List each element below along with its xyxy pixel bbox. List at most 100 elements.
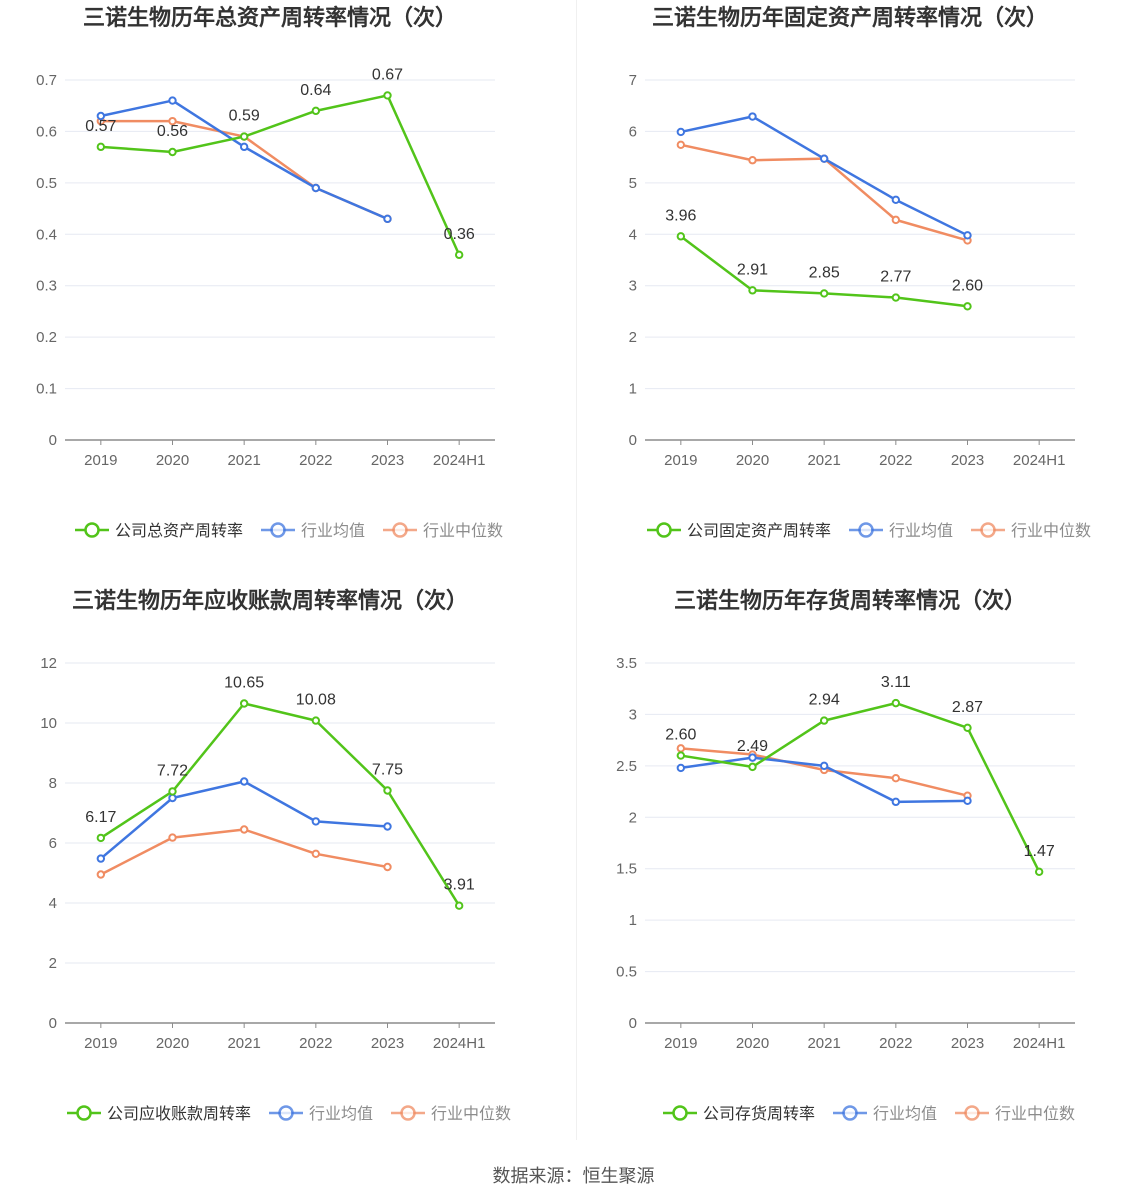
x-tick-label: 2020 [156, 1035, 189, 1052]
y-tick-label: 1.5 [616, 861, 637, 878]
data-label: 2.85 [809, 264, 840, 281]
y-tick-label: 6 [629, 123, 637, 140]
data-point-company [168, 787, 177, 796]
data-label: 0.64 [300, 82, 331, 99]
data-point-avg [239, 142, 249, 152]
data-label: 6.17 [85, 809, 116, 826]
data-point-company [168, 147, 177, 157]
data-point-median [168, 116, 177, 126]
data-point-avg [168, 793, 177, 803]
series-line-company [100, 94, 461, 256]
data-point-avg [168, 96, 177, 105]
data-point-company [963, 302, 972, 311]
chart-inventory-turnover-svg: 三诺生物历年存货周转率情况（次） 0 0.5 1 1.5 2 2.5 3 3.5 2019 2020… [616, 588, 1075, 1123]
y-tick-label: 12 [40, 655, 57, 672]
data-point-avg [891, 797, 901, 807]
data-point-median [676, 744, 686, 753]
chart-fixed-asset-turnover-svg: 三诺生物历年固定资产周转率情况（次） 0 1 2 3 4 5 6 7 2019 2020 2021 20… [629, 5, 1091, 540]
data-label: 2.87 [952, 699, 983, 716]
legend-label-median: 行业中位数 [1011, 522, 1091, 540]
y-tick-label: 0 [49, 1015, 57, 1032]
legend-marker-company [84, 522, 100, 538]
data-point-median [891, 774, 901, 783]
chart-title: 三诺生物历年总资产周转率情况（次） [83, 5, 457, 30]
data-point-company [454, 250, 464, 260]
x-tick-label: 2020 [736, 452, 769, 469]
y-tick-label: 8 [49, 775, 57, 792]
chart-total-asset-turnover-svg: 三诺生物历年总资产周转率情况（次） 0 0.1 0.2 0.3 0.4 0.5 0.6 0.7 2… [36, 5, 503, 540]
legend-label-avg: 行业均值 [873, 1105, 937, 1123]
data-label: 0.57 [85, 118, 116, 135]
data-point-company [239, 132, 249, 141]
data-point-company [239, 699, 249, 708]
series-line-company [100, 702, 461, 907]
legend-marker-median [392, 522, 408, 538]
legend-label-company: 公司总资产周转率 [115, 522, 243, 540]
data-point-company [963, 723, 972, 733]
x-tick-label: 2022 [299, 1035, 332, 1052]
series-line-company [680, 701, 1041, 873]
data-label: 3.11 [881, 674, 911, 691]
x-tick-label: 2024H1 [1013, 452, 1066, 469]
data-point-avg [311, 817, 321, 826]
data-point-company [891, 698, 901, 708]
data-label: 0.59 [229, 108, 260, 125]
x-tick-label: 2019 [664, 452, 697, 469]
legend-label-median: 行业中位数 [995, 1105, 1075, 1123]
chart-title: 三诺生物历年固定资产周转率情况（次） [652, 5, 1048, 30]
data-point-company [748, 762, 757, 772]
data-point-avg [383, 214, 392, 224]
data-point-company [676, 751, 686, 760]
series-line-median [100, 828, 388, 876]
legend-label-avg: 行业均值 [301, 522, 365, 540]
data-point-avg [676, 763, 686, 773]
legend-marker-avg [270, 522, 286, 538]
data-point-avg [748, 753, 757, 762]
y-tick-label: 0.6 [36, 123, 57, 140]
chart-receivables-turnover-svg: 三诺生物历年应收账款周转率情况（次） 0 2 4 6 8 10 12 2019 2020 2021 2… [40, 588, 511, 1123]
data-point-avg [311, 183, 321, 193]
data-point-company [454, 901, 464, 910]
y-tick-label: 0 [629, 1015, 637, 1032]
x-tick-label: 2023 [951, 452, 984, 469]
data-point-company [748, 286, 757, 295]
data-point-company [383, 786, 392, 795]
chart-receivables-turnover: 三诺生物历年应收账款周转率情况（次） 0 2 4 6 8 10 12 2019 2020 2021 2… [10, 583, 570, 1143]
legend-marker-median [964, 1105, 980, 1121]
y-tick-label: 3 [629, 706, 637, 723]
data-point-avg [96, 854, 106, 863]
legend-label-median: 行业中位数 [431, 1105, 511, 1123]
legend-marker-avg [858, 522, 874, 538]
x-tick-label: 2020 [156, 452, 189, 469]
data-label: 10.08 [296, 692, 336, 709]
data-label: 2.49 [737, 738, 768, 755]
legend-marker-company [76, 1105, 92, 1121]
y-tick-label: 2 [49, 955, 57, 972]
data-point-company [383, 91, 392, 100]
x-tick-label: 2024H1 [1013, 1035, 1066, 1052]
legend-label-company: 公司应收账款周转率 [107, 1104, 251, 1123]
data-point-company [891, 293, 901, 302]
legend-label-company: 公司存货周转率 [703, 1105, 815, 1123]
x-tick-label: 2019 [664, 1035, 697, 1052]
data-label: 0.56 [157, 123, 188, 140]
series-line-avg [680, 115, 969, 237]
x-tick-label: 2023 [371, 1035, 404, 1052]
legend-label-avg: 行业均值 [309, 1105, 373, 1123]
y-tick-label: 4 [629, 226, 637, 243]
data-label: 2.77 [880, 269, 911, 286]
y-tick-label: 0 [629, 432, 637, 449]
legend-label-company: 公司固定资产周转率 [687, 522, 831, 540]
data-point-company [819, 716, 829, 725]
data-point-avg [891, 195, 901, 205]
y-tick-label: 0.7 [36, 72, 57, 89]
y-tick-label: 7 [629, 72, 637, 89]
legend-marker-avg [842, 1105, 858, 1121]
chart-total-asset-turnover: 三诺生物历年总资产周转率情况（次） 0 0.1 0.2 0.3 0.4 0.5 0.6 0.7 2… [10, 0, 570, 560]
legend-marker-avg [278, 1105, 294, 1121]
x-tick-label: 2019 [84, 1035, 117, 1052]
data-label: 2.60 [952, 277, 983, 294]
data-point-company [96, 142, 106, 152]
data-point-median [168, 833, 177, 842]
data-label: 2.91 [737, 261, 768, 278]
